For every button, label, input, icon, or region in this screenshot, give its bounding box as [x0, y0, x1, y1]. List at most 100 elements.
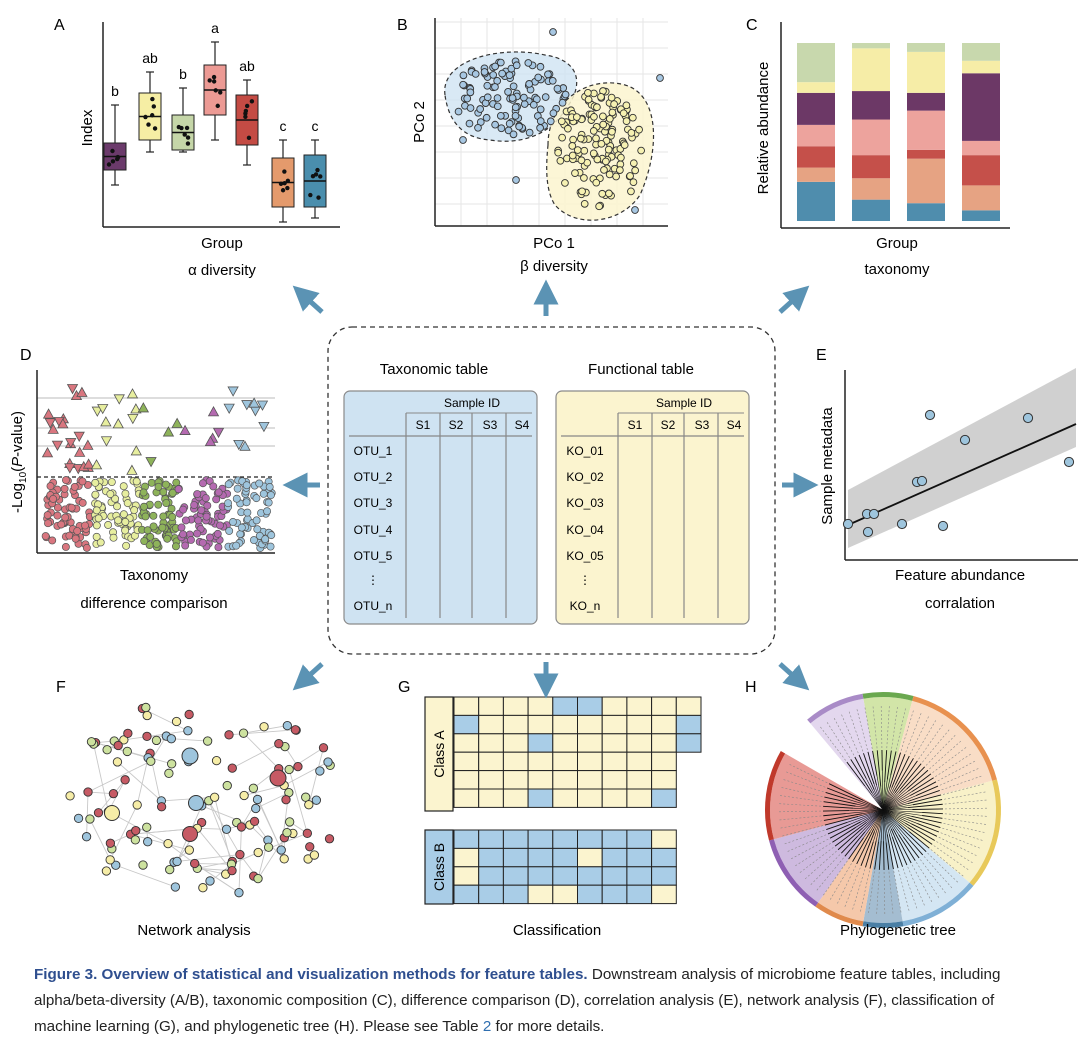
matrix-cell — [527, 770, 554, 790]
panel-c-ylabel: Relative abundance — [755, 62, 772, 195]
data-dot — [211, 74, 217, 80]
taxon-point — [92, 532, 101, 541]
tip-leader — [932, 745, 968, 773]
bar-segment — [962, 43, 1000, 61]
matrix-cell — [651, 829, 677, 849]
network-node — [239, 790, 249, 801]
matrix-cell — [453, 696, 480, 716]
tree-branch — [832, 826, 857, 843]
tree-branch — [823, 805, 854, 809]
taxon-point — [179, 530, 187, 539]
network-edge — [201, 805, 251, 826]
group-2-point — [599, 112, 607, 121]
matrix-cell — [626, 751, 653, 772]
panel-e-points — [842, 409, 1075, 538]
bar-segment — [797, 92, 835, 125]
taxon-point — [121, 517, 130, 526]
group-1-point — [558, 98, 567, 107]
network-node — [111, 860, 121, 870]
network-node — [171, 716, 182, 727]
network-node — [248, 783, 259, 793]
matrix-cell — [502, 714, 529, 735]
network-edge — [171, 738, 208, 742]
sample-point — [896, 518, 908, 530]
tree-branch — [885, 842, 890, 870]
taxon-point — [198, 538, 207, 547]
tree-branch — [823, 813, 863, 821]
taxon-point — [209, 482, 218, 491]
row-label: ⋮ — [579, 573, 591, 587]
network-edge — [232, 743, 280, 769]
group-2-point — [628, 113, 637, 122]
network-node — [86, 737, 97, 747]
caption-table-ref[interactable]: 2 — [482, 1018, 492, 1035]
bar-segment — [907, 92, 945, 111]
group-2-point — [557, 117, 566, 126]
boxplot-5 — [235, 79, 259, 166]
panel-g: G Class A Class B Classification — [398, 679, 702, 939]
matrix-cell — [577, 733, 603, 753]
tree-branch — [869, 809, 884, 832]
tree-branch — [882, 809, 908, 818]
tree-branch — [872, 750, 878, 776]
taxon-point — [267, 531, 276, 540]
clade-ring — [902, 882, 974, 927]
tree-branch — [874, 841, 879, 870]
clade-sector — [770, 753, 883, 840]
bar-segment — [907, 110, 945, 150]
panel-e-ylabel: Sample metadata — [819, 407, 836, 525]
group-1-point — [505, 119, 514, 128]
clade-ring — [815, 902, 864, 927]
tree-branch — [852, 807, 884, 811]
group-2-point — [593, 155, 602, 164]
group-2-point — [580, 146, 589, 155]
taxon-point — [205, 533, 214, 542]
group-1-point — [463, 94, 472, 103]
group-2-point — [605, 189, 613, 198]
group-1-point — [512, 61, 521, 70]
taxon-point — [94, 514, 103, 523]
panel-a-boxplots: b ab b a ab c c — [103, 20, 327, 223]
tree-branch — [823, 813, 846, 817]
network-node — [323, 757, 333, 767]
tip-leader — [925, 733, 957, 766]
tree-branch — [890, 751, 897, 776]
network-node — [315, 766, 325, 776]
taxon-point — [73, 527, 82, 535]
group-2-point — [600, 166, 608, 174]
taxon-point — [202, 512, 211, 521]
tree-branch — [865, 841, 874, 868]
group-1-point — [515, 122, 524, 131]
tree-branch — [882, 788, 907, 811]
tip-leader — [944, 799, 989, 805]
tree-branch — [828, 783, 864, 801]
matrix-cell — [478, 884, 504, 905]
taxon-point — [48, 536, 57, 545]
panel-g-letter: G — [398, 679, 410, 696]
outlier-point — [656, 74, 664, 82]
tree-branch — [911, 777, 934, 792]
stacked-bar-2 — [852, 43, 890, 221]
group-2-point — [576, 134, 585, 143]
group-1-point — [508, 94, 517, 102]
tree-branch — [882, 809, 923, 816]
clade-sector — [773, 810, 883, 903]
matrix-cell — [601, 884, 628, 905]
tip-leader — [891, 704, 899, 749]
taxon-point — [123, 499, 132, 508]
tree-branch — [907, 827, 933, 845]
tree-branch — [849, 809, 884, 811]
tree-branch — [889, 752, 901, 789]
panel-e-xlabel: Feature abundance — [895, 567, 1025, 584]
data-dot — [246, 135, 252, 141]
sample-point — [937, 520, 949, 532]
tree-branch — [867, 751, 877, 786]
taxon-point — [264, 498, 273, 507]
matrix-cell — [552, 866, 578, 886]
matrix-cell — [626, 884, 653, 905]
significant-taxon-triangle — [76, 386, 88, 397]
group-2-point — [606, 114, 614, 123]
data-dot — [213, 88, 218, 93]
matrix-cell — [601, 847, 628, 868]
tree-branch — [894, 760, 918, 794]
